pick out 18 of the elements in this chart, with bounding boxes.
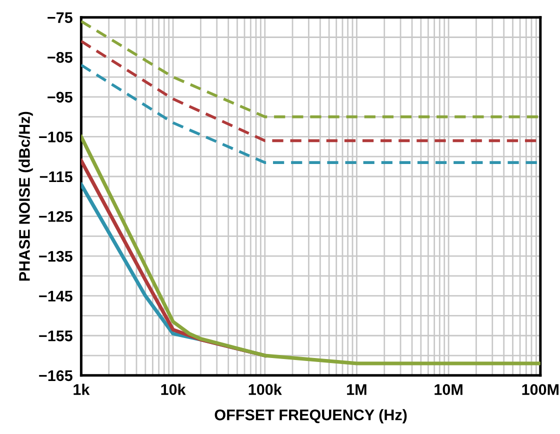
x-tick-label: 10M — [434, 384, 462, 395]
y-tick-label: −95 — [48, 92, 72, 103]
y-tick-label: −125 — [39, 211, 72, 222]
x-tick-label: 10k — [161, 384, 186, 395]
y-tick-label: −75 — [48, 12, 72, 24]
y-axis-title: PHASE NOISE (dBc/Hz) — [18, 112, 33, 281]
y-tick-label: −85 — [48, 52, 72, 63]
y-tick-label: −155 — [39, 330, 72, 342]
y-tick-label: −105 — [39, 132, 72, 142]
x-axis-title: OFFSET FREQUENCY (Hz) — [214, 409, 407, 424]
x-tick-label: 100M — [522, 384, 558, 395]
y-tick-label: −165 — [39, 370, 72, 382]
y-tick-label: −115 — [40, 172, 72, 182]
x-tick-label: 100k — [248, 384, 282, 395]
x-tick-label: 1M — [347, 384, 366, 395]
x-tick-label: 1k — [74, 384, 90, 395]
y-tick-label: −145 — [39, 290, 72, 302]
y-tick-label: −135 — [39, 250, 72, 262]
